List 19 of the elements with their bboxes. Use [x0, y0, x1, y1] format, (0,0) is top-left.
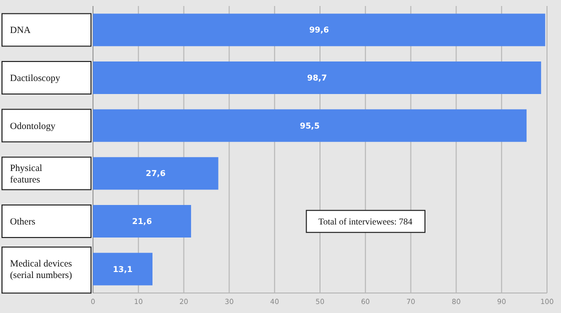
y-tick-label: DNA [10, 26, 31, 36]
data-label: 21,6 [132, 217, 152, 226]
bar [93, 109, 527, 142]
data-label: 27,6 [146, 169, 166, 178]
bar [93, 252, 152, 286]
data-label: 95,5 [300, 121, 320, 130]
data-label: 13,1 [112, 264, 134, 274]
bar [93, 61, 542, 94]
data-label: 98,7 [307, 74, 327, 83]
bar [93, 157, 218, 190]
bar [93, 14, 546, 46]
y-tick-label: Others [10, 218, 36, 228]
data-label: 99,6 [309, 26, 330, 35]
annotation: Total of interviewees: 784 [318, 216, 413, 226]
bar [93, 204, 192, 238]
y-tick-label: Odontology [10, 122, 56, 132]
y-tick-label: Dactiloscopy [10, 74, 60, 84]
y-tick-label: Medical devices (serial numbers) [10, 260, 72, 282]
y-tick-label: Physical features [10, 164, 43, 186]
